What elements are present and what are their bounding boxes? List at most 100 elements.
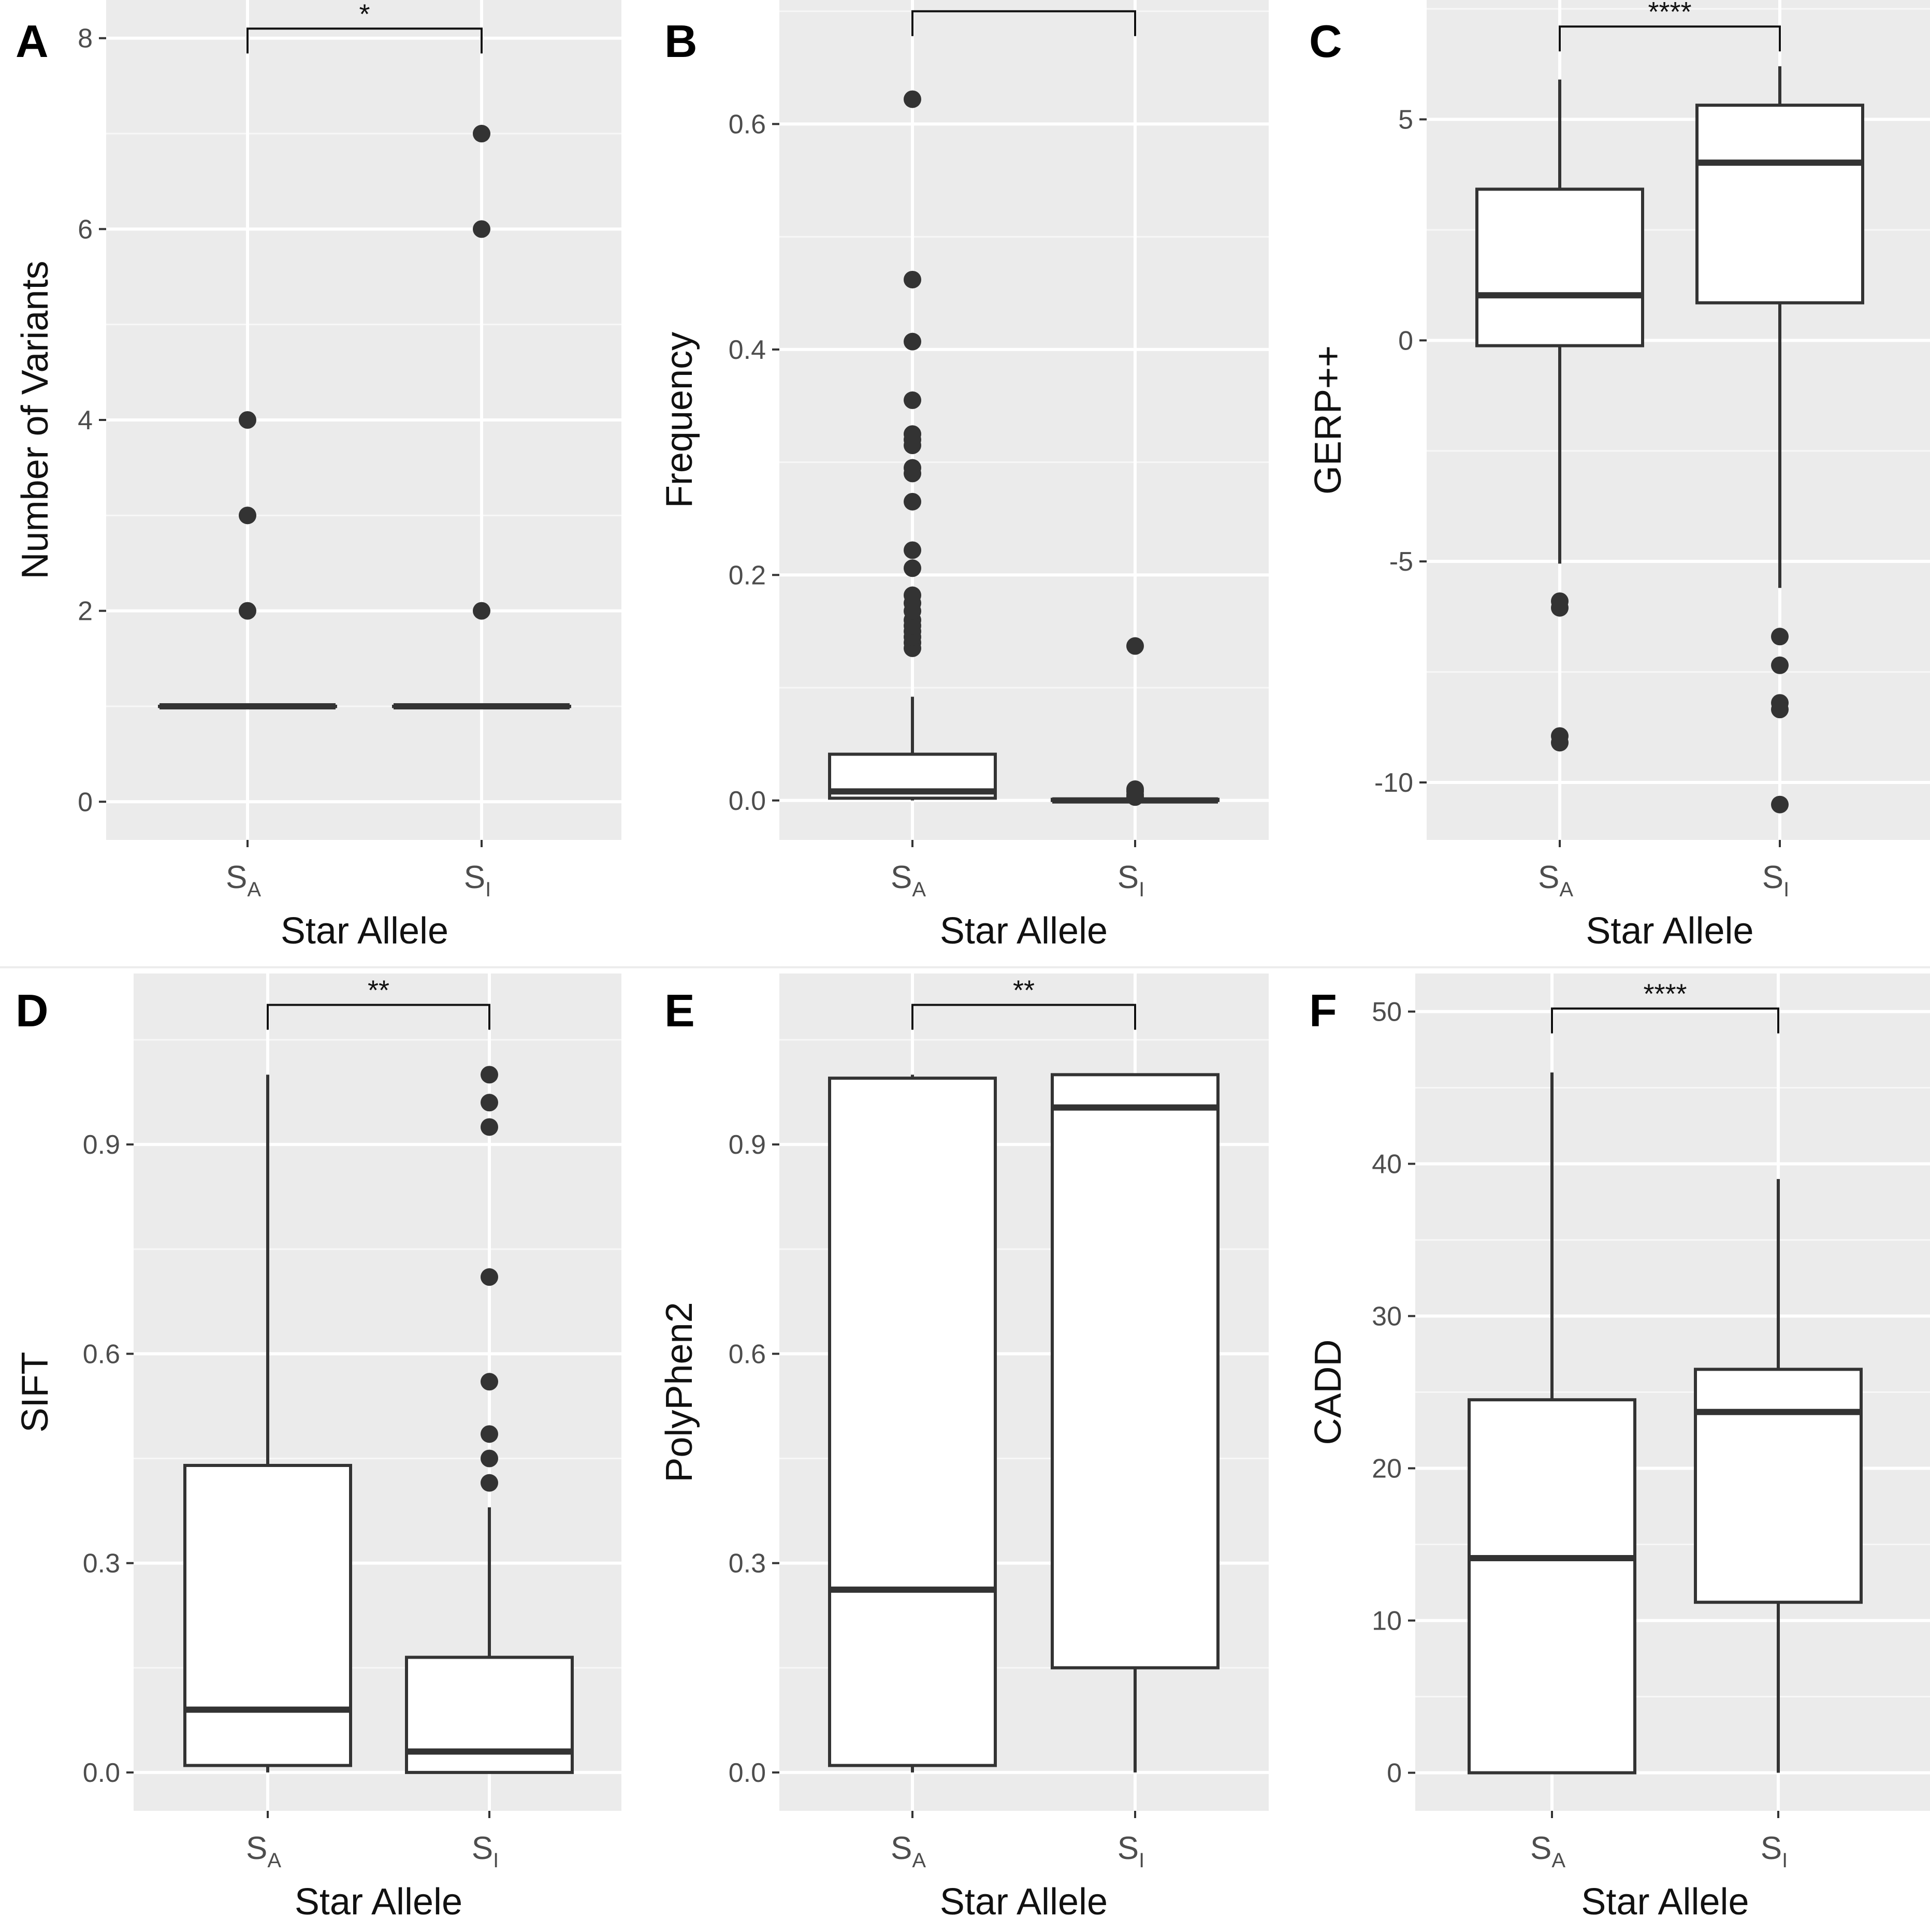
outlier-point bbox=[904, 90, 921, 108]
category-subscript: A bbox=[912, 1849, 926, 1872]
outlier-point bbox=[481, 1066, 498, 1084]
outlier-point bbox=[904, 586, 921, 604]
y-axis-title: SIFT bbox=[14, 1352, 56, 1433]
y-tick-label: 0.0 bbox=[729, 786, 766, 816]
box-si bbox=[392, 125, 571, 709]
box-si bbox=[1051, 637, 1220, 806]
outlier-point bbox=[904, 541, 921, 559]
outlier-point bbox=[239, 506, 256, 525]
outlier-point bbox=[481, 1094, 498, 1112]
significance-bracket bbox=[911, 10, 1136, 36]
category-letter: S bbox=[891, 1831, 912, 1866]
outlier-point bbox=[904, 459, 921, 477]
box-sa bbox=[183, 1074, 352, 1773]
x-axis-title: Star Allele bbox=[940, 1881, 1108, 1923]
y-tick-label: 8 bbox=[78, 24, 93, 54]
outlier-point bbox=[1126, 780, 1144, 798]
significance-bracket bbox=[1559, 25, 1781, 52]
category-letter: S bbox=[891, 860, 912, 895]
category-subscript: I bbox=[1782, 1849, 1788, 1872]
box-iqr bbox=[1695, 104, 1864, 304]
y-tick-label: 0.6 bbox=[83, 1339, 120, 1369]
y-tick-label: 2 bbox=[78, 597, 93, 627]
y-axis-title: Frequency bbox=[659, 332, 700, 508]
outlier-point bbox=[1771, 795, 1789, 814]
y-axis-title: GERP++ bbox=[1308, 345, 1349, 495]
outlier-point bbox=[904, 332, 921, 351]
box-si bbox=[1695, 66, 1864, 814]
category-letter: S bbox=[1118, 860, 1139, 895]
y-tick-label: 0 bbox=[1398, 326, 1413, 356]
y-tick-label: 20 bbox=[1372, 1454, 1402, 1484]
x-category-label: SI bbox=[1118, 1831, 1144, 1872]
category-letter: S bbox=[246, 1831, 267, 1866]
category-letter: S bbox=[464, 860, 485, 895]
x-category-label: SA bbox=[891, 860, 926, 901]
outlier-point bbox=[1771, 701, 1789, 719]
category-letter: S bbox=[1762, 860, 1783, 895]
outlier-point bbox=[481, 1449, 498, 1468]
panel-tag: F bbox=[1309, 985, 1337, 1036]
category-subscript: A bbox=[912, 878, 926, 901]
x-category-label: SI bbox=[472, 1831, 499, 1872]
y-tick-label: 0.0 bbox=[729, 1758, 766, 1788]
outlier-point bbox=[1551, 734, 1569, 752]
x-category-label: SI bbox=[1762, 860, 1789, 901]
box-sa bbox=[1468, 1072, 1636, 1775]
outlier-point bbox=[473, 602, 490, 620]
outlier-point bbox=[904, 391, 921, 409]
category-subscript: I bbox=[485, 878, 491, 901]
category-subscript: A bbox=[247, 878, 261, 901]
panel-tag: A bbox=[16, 16, 49, 67]
x-category-label: SA bbox=[1530, 1831, 1565, 1872]
category-subscript: A bbox=[1559, 878, 1573, 901]
panel-tag: B bbox=[664, 16, 698, 67]
x-category-label: SA bbox=[891, 1831, 926, 1872]
y-tick-label: 40 bbox=[1372, 1150, 1402, 1180]
x-axis-title: Star Allele bbox=[1586, 910, 1753, 952]
outlier-point bbox=[239, 411, 256, 429]
category-letter: S bbox=[226, 860, 247, 895]
outlier-point bbox=[1771, 628, 1789, 646]
category-subscript: I bbox=[1783, 878, 1789, 901]
x-category-label: SA bbox=[1538, 860, 1573, 901]
significance-label: * bbox=[359, 0, 370, 30]
significance-bracket bbox=[911, 1004, 1136, 1030]
outlier-point bbox=[481, 1425, 498, 1443]
category-subscript: A bbox=[1551, 1849, 1565, 1872]
y-tick-label: 10 bbox=[1372, 1606, 1402, 1636]
x-category-label: SA bbox=[246, 1831, 281, 1872]
y-tick-label: -10 bbox=[1374, 768, 1413, 798]
box-iqr bbox=[1468, 1398, 1636, 1775]
category-letter: S bbox=[472, 1831, 493, 1866]
y-tick-label: 0 bbox=[78, 787, 93, 817]
outlier-point bbox=[481, 1118, 498, 1136]
box-sa bbox=[1475, 79, 1644, 752]
y-tick-label: 0.3 bbox=[83, 1549, 120, 1579]
y-tick-label: 0.6 bbox=[729, 1339, 766, 1369]
significance-bracket bbox=[267, 1004, 490, 1030]
significance-label: ** bbox=[1013, 975, 1035, 1006]
y-axis-title: Number of Variants bbox=[14, 261, 56, 579]
significance-label: **** bbox=[1643, 979, 1687, 1010]
outlier-point bbox=[904, 559, 921, 577]
box-iqr bbox=[405, 1655, 574, 1774]
y-tick-label: 0.6 bbox=[729, 109, 766, 139]
y-tick-label: 4 bbox=[78, 405, 93, 435]
x-axis-title: Star Allele bbox=[281, 910, 448, 952]
y-tick-label: 0.9 bbox=[83, 1130, 120, 1160]
box-sa bbox=[828, 90, 997, 801]
box-si bbox=[1694, 1179, 1863, 1773]
panel-tag: C bbox=[1309, 16, 1342, 67]
box-sa bbox=[828, 1074, 997, 1773]
x-axis-title: Star Allele bbox=[940, 910, 1108, 952]
outlier-point bbox=[904, 425, 921, 443]
outlier-point bbox=[904, 492, 921, 511]
x-category-label: SA bbox=[226, 860, 261, 901]
y-tick-label: 0 bbox=[1387, 1759, 1402, 1789]
box-iqr bbox=[183, 1463, 352, 1767]
y-tick-label: 0.9 bbox=[729, 1130, 766, 1160]
